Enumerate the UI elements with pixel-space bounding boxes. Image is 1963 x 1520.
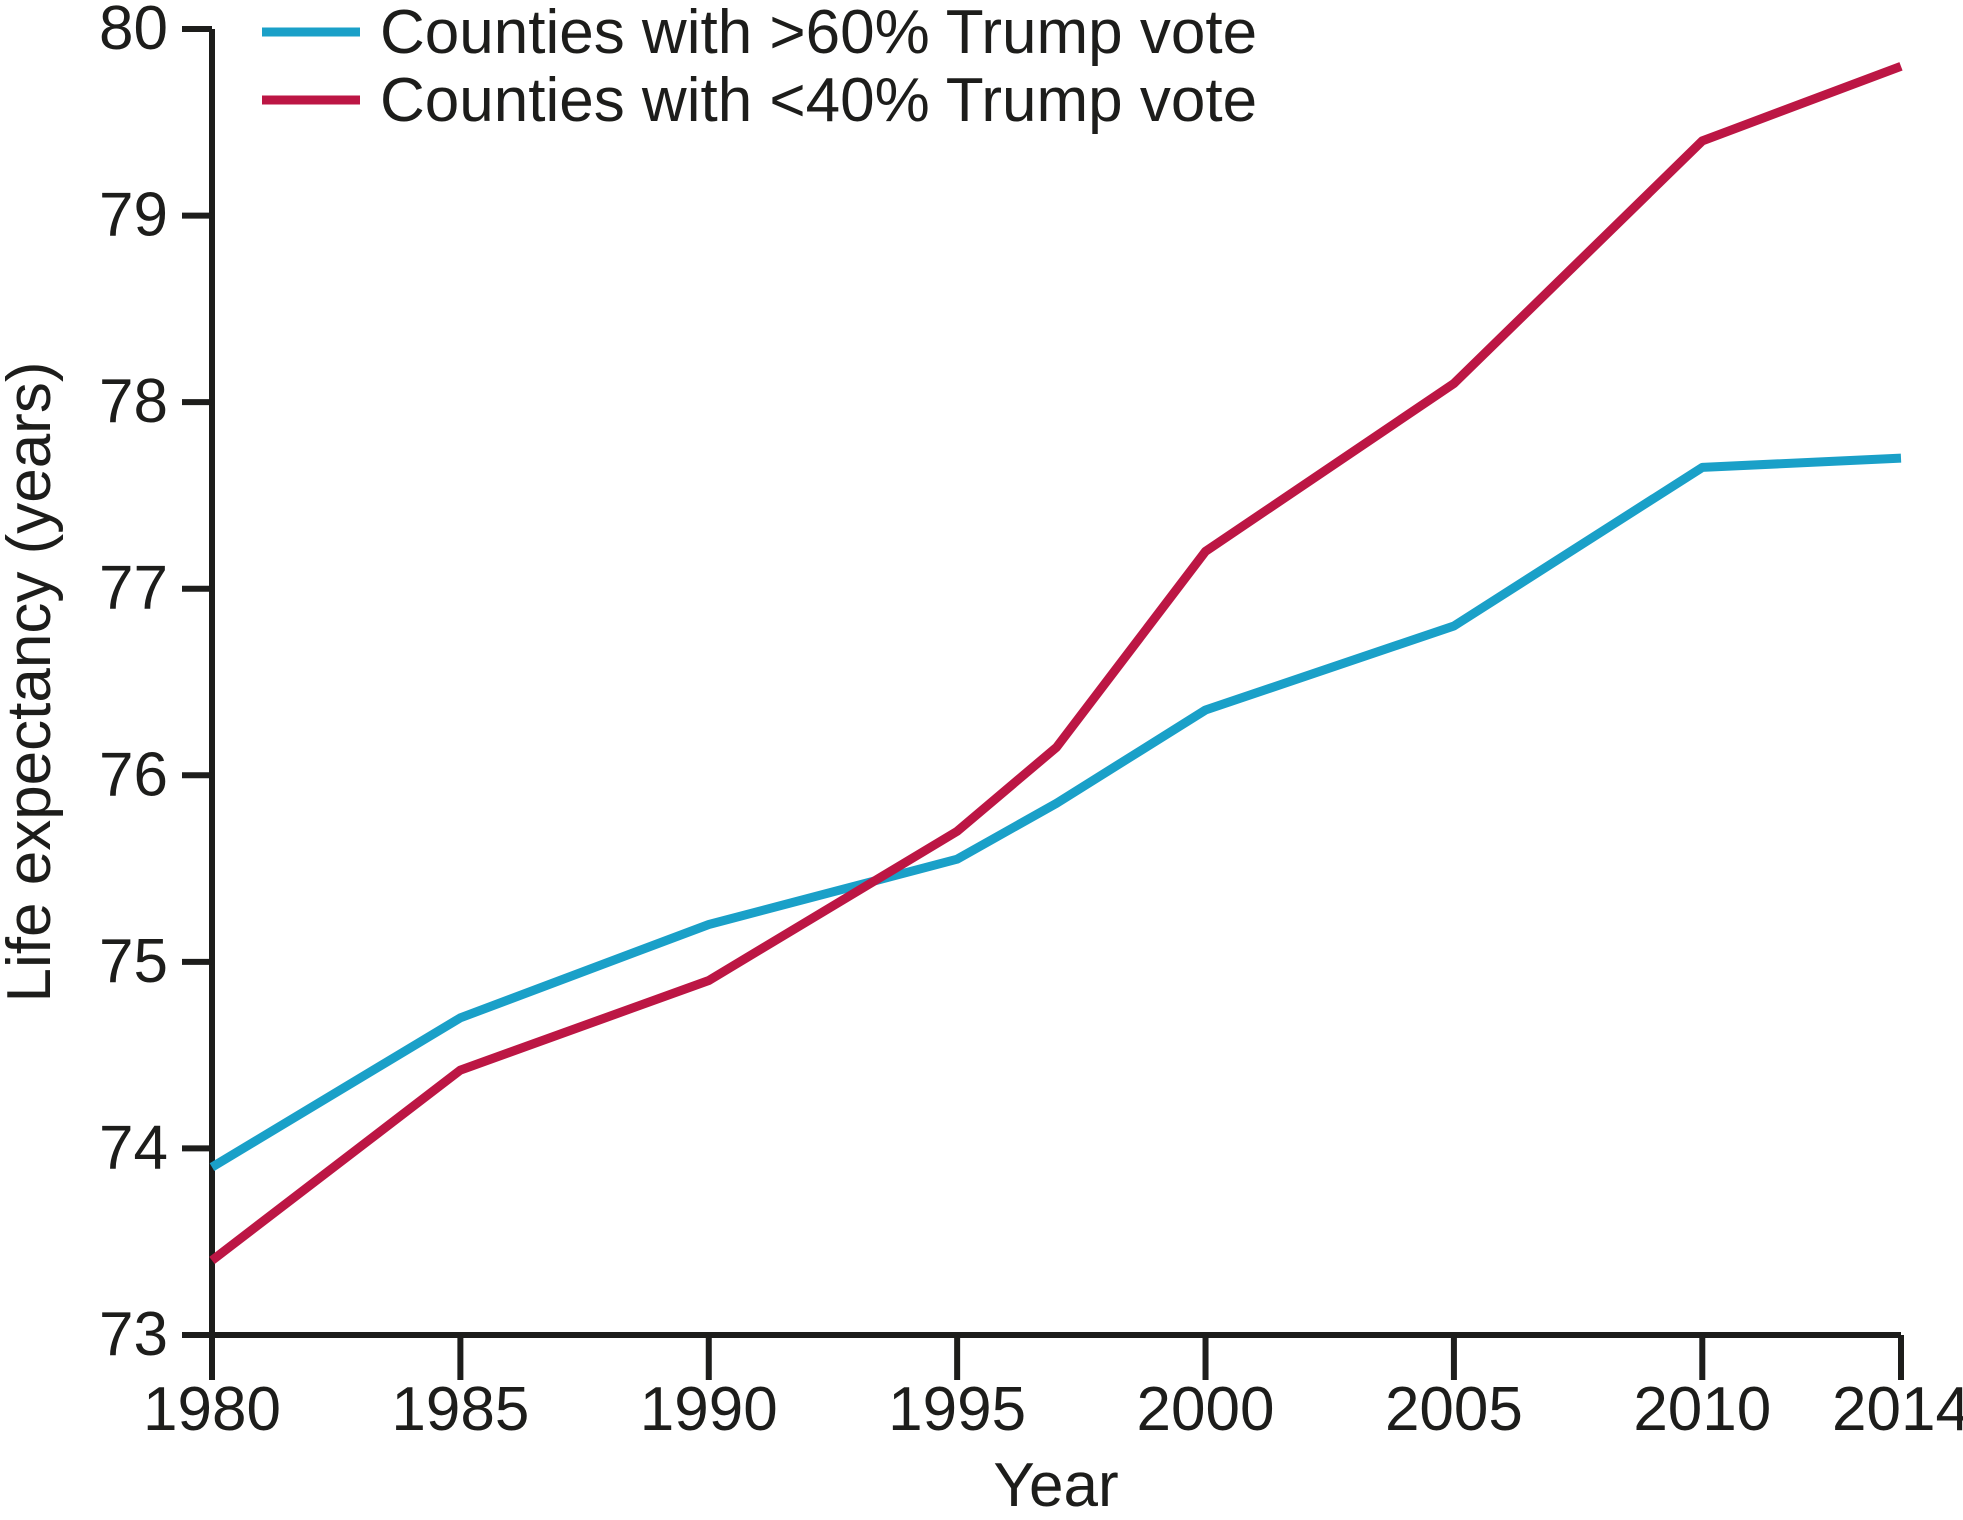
x-axis-tick-label: 2014 bbox=[1832, 1375, 1963, 1444]
x-axis-tick-label: 1990 bbox=[640, 1375, 778, 1444]
axes: 73 74 75 76 77 78 79 80 1980 1985 1990 1995 2000 2005… bbox=[99, 0, 1963, 1444]
series-lines bbox=[209, 62, 1903, 1264]
series-line-1 bbox=[209, 62, 1903, 1264]
y-axis-tick-label: 78 bbox=[99, 367, 168, 436]
x-axis-tick-label: 1985 bbox=[391, 1375, 529, 1444]
legend-label-high-trump: Counties with >60% Trump vote bbox=[380, 0, 1257, 67]
y-axis-tick-label: 80 bbox=[99, 0, 168, 63]
y-axis-tick-label: 79 bbox=[99, 181, 168, 250]
series-line-0 bbox=[209, 453, 1902, 1171]
legend: Counties with >60% Trump vote Counties w… bbox=[262, 0, 1257, 135]
axis-spines bbox=[209, 29, 1901, 1338]
y-axis-tick-label: 77 bbox=[99, 554, 168, 623]
legend-label-low-trump: Counties with <40% Trump vote bbox=[380, 66, 1257, 135]
x-axis-tick-label: 2000 bbox=[1137, 1375, 1275, 1444]
x-axis-tick-label: 1980 bbox=[143, 1375, 281, 1444]
y-axis-title: Life expectancy (years) bbox=[0, 362, 64, 1003]
x-axis-title: Year bbox=[993, 1451, 1118, 1520]
x-axis-tick-label: 2010 bbox=[1633, 1375, 1771, 1444]
y-axis-tick-label: 74 bbox=[99, 1113, 168, 1182]
x-axis-tick-label: 2005 bbox=[1385, 1375, 1523, 1444]
x-axis-tick-label: 1995 bbox=[888, 1375, 1026, 1444]
y-axis-tick-label: 76 bbox=[99, 740, 168, 809]
y-axis-tick-label: 73 bbox=[99, 1300, 168, 1369]
y-axis-tick-label: 75 bbox=[99, 927, 168, 996]
